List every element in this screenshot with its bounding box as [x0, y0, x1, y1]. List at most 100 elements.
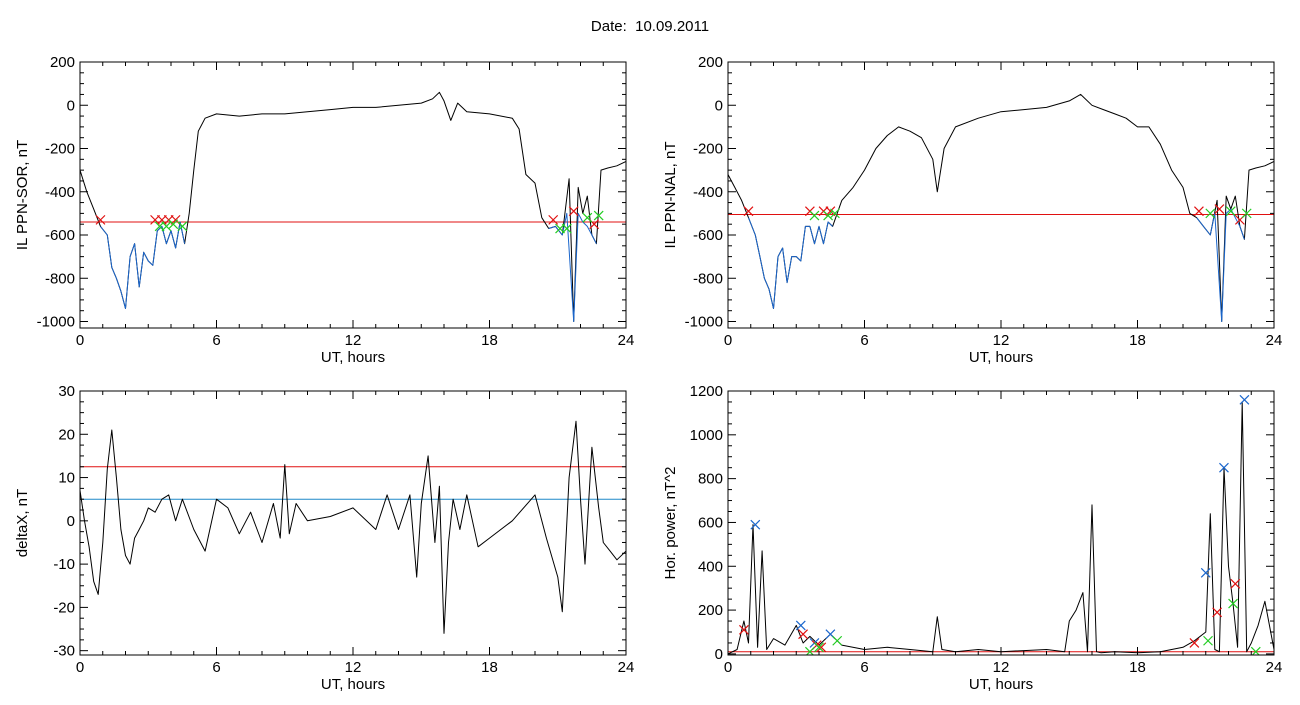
y-tick-label: -400 [45, 184, 75, 201]
marker-red [739, 624, 749, 635]
x-tick-label: 6 [860, 332, 868, 349]
y-tick-label: 0 [715, 646, 723, 663]
y-tick-label: -10 [53, 556, 75, 573]
y-tick-label: 30 [58, 383, 75, 400]
series-line-black [728, 93, 1274, 322]
marker-red [1194, 206, 1204, 217]
panel-deltax: 0 6 12 18 24 -30 -20 -10 0 10 20 30 UT, hours deltaX,… [14, 383, 634, 693]
marker-red [95, 214, 106, 225]
plot-frame [79, 61, 627, 329]
y-axis-label: Hor. power, nT^2 [662, 467, 679, 580]
x-tick-label: 12 [345, 659, 362, 676]
x-tick-label: 0 [76, 659, 84, 676]
plot-area [728, 394, 1274, 655]
marker-green [809, 210, 820, 221]
y-tick-label: 1000 [690, 427, 723, 444]
plot-area [80, 91, 626, 322]
marker-blue [750, 519, 761, 530]
marker-green [1228, 598, 1238, 609]
series-line-black [728, 401, 1274, 655]
y-tick-label: 200 [698, 602, 723, 619]
x-axis-label: UT, hours [321, 676, 385, 693]
x-tick-label: 24 [1266, 332, 1283, 349]
y-tick-label: 1200 [690, 383, 723, 400]
marker-green [1225, 206, 1236, 217]
panel-nal: 0 6 12 18 24 -1000 -800 -600 -400 -200 0 200 UT, hou… [662, 54, 1282, 366]
x-tick-label: 24 [1266, 659, 1283, 676]
y-tick-label: 800 [698, 471, 723, 488]
x-tick-label: 18 [1129, 332, 1146, 349]
plot-area [80, 420, 626, 634]
marker-blue [1239, 394, 1250, 405]
y-tick-label: 0 [715, 97, 723, 114]
marker-green [1205, 208, 1216, 219]
y-tick-label: -400 [693, 184, 723, 201]
y-tick-label: -1000 [37, 314, 75, 331]
y-tick-label: 200 [50, 54, 75, 71]
x-tick-label: 12 [993, 659, 1010, 676]
y-tick-label: 10 [58, 470, 75, 487]
marker-green [593, 210, 604, 221]
x-tick-label: 6 [212, 659, 220, 676]
x-tick-label: 24 [618, 332, 635, 349]
x-axis-label: UT, hours [321, 349, 385, 366]
y-tick-label: 600 [698, 514, 723, 531]
x-tick-label: 0 [724, 659, 732, 676]
y-tick-label: -1000 [685, 314, 723, 331]
y-tick-label: -600 [45, 227, 75, 244]
figure-title: Date: 10.09.2011 [590, 18, 710, 35]
series-line-blue [748, 217, 833, 309]
y-tick-label: -600 [693, 227, 723, 244]
series-line-blue [1196, 208, 1245, 322]
series-line-black [80, 91, 626, 322]
marker-red [743, 206, 754, 217]
x-tick-label: 18 [1129, 659, 1146, 676]
marker-green [561, 223, 572, 234]
plot-area [728, 93, 1274, 322]
marker-green [177, 221, 188, 232]
x-tick-label: 24 [618, 659, 635, 676]
marker-red [1214, 204, 1225, 214]
x-tick-label: 18 [481, 332, 498, 349]
x-axis-label: UT, hours [969, 676, 1033, 693]
marker-red [1212, 607, 1223, 618]
series-line-blue [100, 221, 186, 309]
series-line-black [80, 420, 626, 634]
y-tick-label: -200 [45, 141, 75, 158]
x-tick-label: 6 [860, 659, 868, 676]
series-line-blue [548, 212, 597, 322]
y-tick-label: 400 [698, 558, 723, 575]
marker-red [816, 642, 827, 653]
y-tick-label: 20 [58, 426, 75, 443]
marker-red [1189, 638, 1200, 648]
x-tick-label: 12 [993, 332, 1010, 349]
panel-power: 0 6 12 18 24 0 200 400 600 800 1000 1200 UT, hours Ho… [662, 383, 1282, 693]
plot-frame [727, 61, 1275, 329]
marker-green [814, 642, 824, 653]
marker-red [798, 629, 808, 640]
y-axis-label: deltaX, nT [14, 489, 31, 557]
y-tick-label: 0 [67, 513, 75, 530]
panel-sor: 0 6 12 18 24 -1000 -800 -600 -400 -200 0 200 UT, hou… [14, 54, 634, 366]
marker-red [1230, 578, 1241, 589]
marker-green [832, 635, 843, 646]
y-tick-label: -800 [45, 270, 75, 287]
plot-frame [727, 390, 1275, 656]
marker-green [1203, 635, 1213, 646]
marker-green [830, 208, 840, 219]
marker-blue [795, 620, 806, 631]
x-tick-label: 18 [481, 659, 498, 676]
x-tick-label: 6 [212, 332, 220, 349]
marker-green [823, 210, 834, 221]
marker-red [548, 214, 559, 225]
x-axis-label: UT, hours [969, 349, 1033, 366]
y-tick-label: -30 [53, 643, 75, 660]
y-axis-label: IL PPN-NAL, nT [662, 142, 679, 249]
y-tick-label: 200 [698, 54, 723, 71]
y-tick-label: -20 [53, 599, 75, 616]
x-tick-label: 12 [345, 332, 362, 349]
marker-green [161, 221, 172, 232]
x-tick-label: 0 [76, 332, 84, 349]
marker-blue [1200, 567, 1211, 578]
